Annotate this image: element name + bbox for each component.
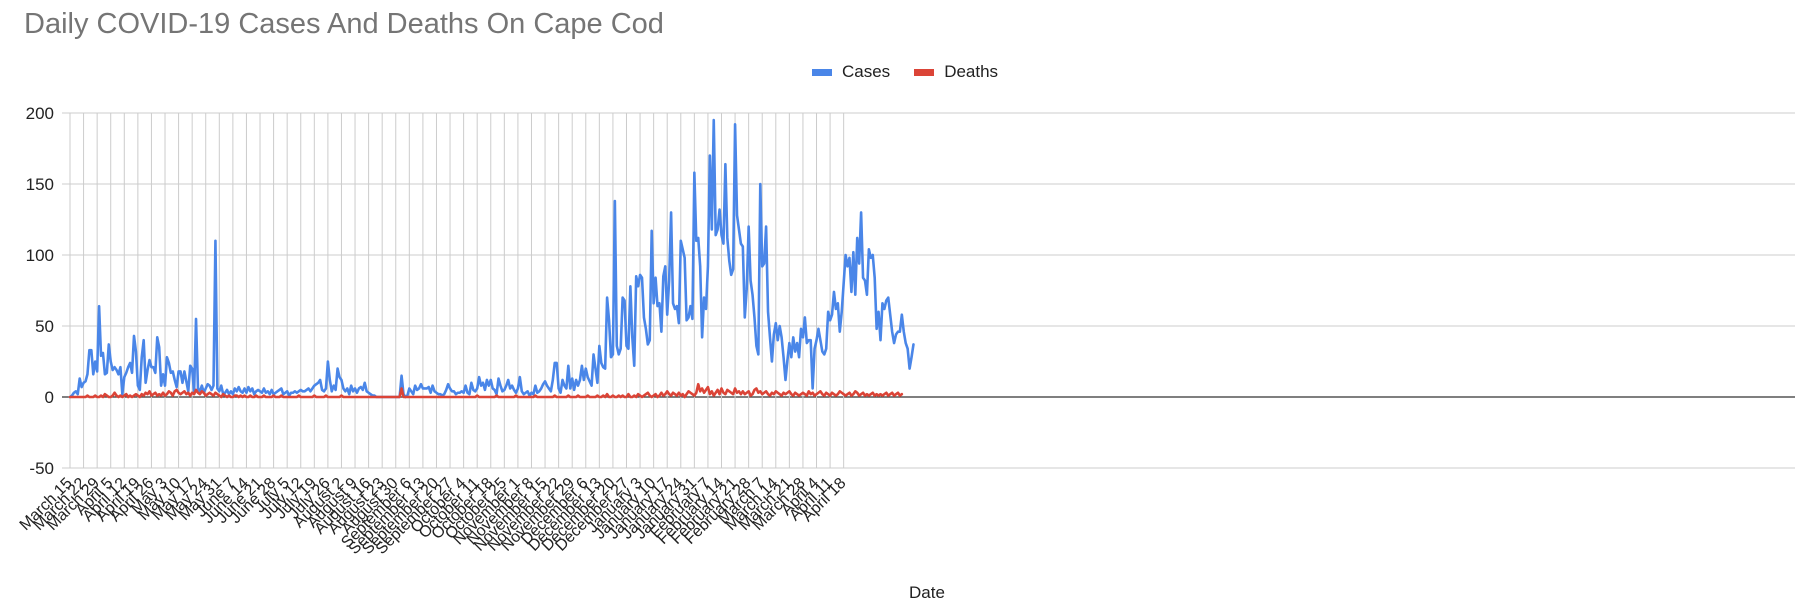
legend-swatch-deaths [914, 68, 935, 76]
legend: Cases Deaths [812, 62, 1022, 82]
grid-lines [62, 112, 1795, 469]
y-axis-ticks: 200 150 100 50 0 -50 [26, 104, 54, 478]
series-line-deaths [68, 382, 904, 399]
legend-item-cases[interactable]: Cases [812, 62, 890, 82]
y-tick-label: 200 [26, 104, 54, 123]
y-tick-label: 0 [45, 388, 54, 407]
legend-item-deaths[interactable]: Deaths [914, 62, 998, 82]
legend-label-deaths: Deaths [944, 62, 999, 81]
series-line-cases [68, 118, 915, 399]
y-tick-label: 150 [26, 175, 54, 194]
legend-label-cases: Cases [842, 62, 891, 81]
x-axis-title: Date [909, 583, 945, 602]
legend-swatch-cases [812, 68, 832, 76]
y-tick-label: -50 [29, 459, 54, 478]
chart-title: Daily COVID-19 Cases And Deaths On Cape … [24, 8, 664, 40]
y-tick-label: 100 [26, 246, 54, 265]
y-tick-label: 50 [35, 317, 54, 336]
series-lines [68, 118, 915, 399]
